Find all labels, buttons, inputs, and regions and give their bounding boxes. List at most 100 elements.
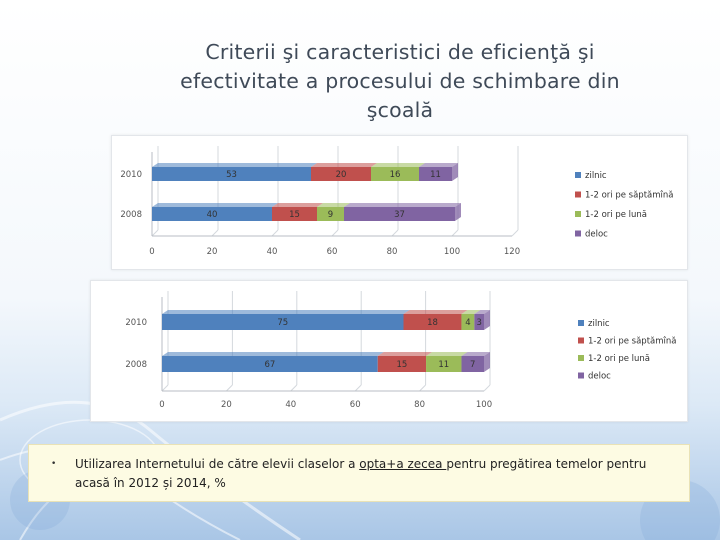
data-label: 11 — [430, 170, 441, 180]
bar-segment — [403, 314, 462, 330]
bar-segment — [311, 167, 371, 181]
bar-side-face — [452, 163, 458, 181]
bar-side-face — [484, 310, 490, 330]
bar-top-face — [162, 352, 384, 356]
bar-segment — [474, 314, 484, 330]
legend-swatch — [575, 191, 581, 198]
gridline-floor — [511, 229, 519, 237]
note-box: • Utilizarea Internetului de către elevi… — [28, 444, 690, 502]
slide-title: Criterii şi caracteristici de eficienţă … — [150, 38, 650, 125]
legend-label: zilnic — [588, 319, 610, 329]
gridline-floor — [151, 229, 159, 237]
data-label: 67 — [264, 360, 275, 370]
category-label: 2008 — [120, 210, 142, 220]
legend-swatch — [578, 355, 584, 361]
bar-segment — [152, 167, 311, 181]
bar-top-face — [162, 310, 410, 314]
legend-swatch — [578, 320, 584, 326]
gridline-floor — [271, 229, 279, 237]
legend-swatch — [578, 372, 584, 379]
x-tick-label: 0 — [159, 400, 164, 410]
gridline-floor — [290, 384, 298, 392]
data-label: 37 — [394, 210, 405, 220]
bar-top-face — [317, 203, 350, 207]
bar-segment — [461, 314, 475, 330]
data-label: 40 — [207, 210, 218, 220]
bar-top-face — [461, 352, 490, 356]
bar-segment — [426, 356, 462, 372]
gridline-floor — [354, 384, 362, 392]
bar-side-face — [484, 352, 490, 372]
bar-segment — [344, 207, 455, 221]
x-tick-label: 20 — [221, 400, 232, 410]
bar-top-face — [344, 203, 461, 207]
gridline-floor — [226, 384, 233, 392]
bar-segment — [377, 356, 427, 372]
category-label: 2010 — [120, 170, 142, 180]
note-text-underlined: opta+a zecea — [359, 457, 447, 471]
legend-swatch — [578, 337, 584, 344]
bar-top-face — [461, 310, 481, 314]
x-tick-label: 20 — [207, 247, 218, 257]
legend-label: deloc — [585, 230, 608, 240]
legend-label: deloc — [588, 372, 611, 382]
note-bullet: • — [51, 459, 57, 469]
bar-top-face — [152, 163, 317, 167]
bar-top-face — [377, 352, 433, 356]
x-tick-label: 120 — [504, 247, 520, 257]
chart-2012: 0 20 40 60 80 100 120 2010 53 20 16 11 2008 40 15 9 37 zi… — [120, 146, 673, 257]
gridline-floor — [161, 384, 169, 392]
x-tick-label: 100 — [476, 400, 492, 410]
x-tick-label: 100 — [444, 247, 460, 257]
note-text-part-1: Utilizarea Internetului de către elevii … — [75, 457, 360, 471]
legend-swatch — [575, 172, 581, 178]
bar-top-face — [419, 163, 458, 167]
category-label: 2010 — [125, 318, 147, 328]
note-text-part-2: pentru pregătirea temelor pentru acasă î… — [75, 457, 647, 490]
x-tick-label: 0 — [149, 247, 154, 257]
legend-label: 1-2 ori pe lună — [588, 354, 650, 364]
bar-top-face — [272, 203, 323, 207]
data-label: 4 — [465, 318, 470, 328]
gridline-floor — [483, 384, 491, 392]
legend-label: 1-2 ori pe lună — [585, 210, 647, 220]
legend-label: 1-2 ori pe săptămînă — [588, 337, 676, 347]
legend-swatch — [575, 230, 581, 237]
data-label: 75 — [277, 318, 288, 328]
chart-2012-panel: 0 20 40 60 80 100 120 2010 53 20 16 11 2008 40 15 9 37 zi… — [111, 135, 688, 270]
bar-top-face — [474, 310, 490, 314]
data-label: 53 — [226, 170, 237, 180]
data-label: 16 — [390, 170, 401, 180]
gridline-floor — [419, 384, 426, 392]
bar-segment — [162, 314, 404, 330]
data-label: 15 — [396, 360, 407, 370]
bar-segment — [419, 167, 452, 181]
bar-segment — [371, 167, 419, 181]
legend-label: 1-2 ori pe săptămînă — [585, 191, 673, 201]
bar-top-face — [403, 310, 468, 314]
category-label: 2008 — [125, 360, 147, 370]
x-tick-label: 80 — [387, 247, 398, 257]
x-tick-label: 40 — [267, 247, 278, 257]
data-label: 20 — [336, 170, 347, 180]
data-label: 3 — [476, 318, 481, 328]
x-tick-label: 60 — [327, 247, 338, 257]
data-label: 9 — [328, 210, 333, 220]
gridline-floor — [391, 229, 399, 237]
data-label: 15 — [289, 210, 300, 220]
title-line-2: efectivitate a procesului de schimbare d… — [180, 69, 620, 93]
data-label: 11 — [438, 360, 449, 370]
bar-top-face — [426, 352, 468, 356]
x-tick-label: 60 — [350, 400, 361, 410]
bar-top-face — [371, 163, 425, 167]
bar-segment — [317, 207, 344, 221]
chart-2014-panel: 0 20 40 60 80 100 2010 75 18 4 3 2008 67 15 11 7 zilnic 1… — [90, 280, 688, 422]
title-line-3: şcoală — [366, 98, 434, 122]
gridline-floor — [211, 229, 219, 237]
bar-segment — [272, 207, 317, 221]
bar-segment — [162, 356, 378, 372]
gridline-floor — [331, 229, 339, 237]
bar-top-face — [311, 163, 377, 167]
x-tick-label: 80 — [414, 400, 425, 410]
legend-label: zilnic — [585, 171, 607, 181]
